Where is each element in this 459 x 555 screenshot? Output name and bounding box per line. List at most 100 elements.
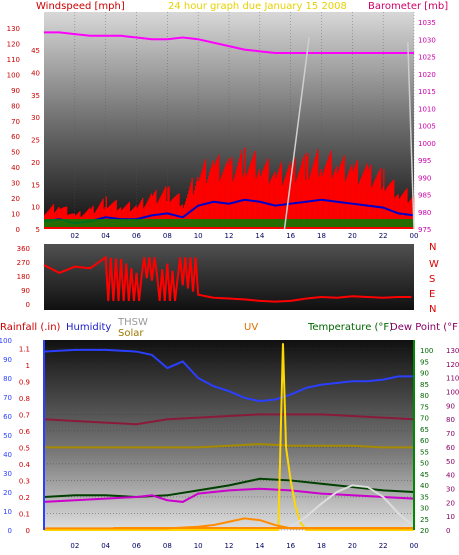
wind-bar [99, 204, 101, 229]
wind-bar [255, 178, 257, 229]
wind-bar [339, 166, 341, 229]
barometer-label: Barometer [mb] [368, 1, 448, 12]
series-temperature [43, 477, 415, 498]
wind-bar [178, 193, 180, 229]
wind-direction-line [43, 255, 412, 303]
top-x-tick: 00 [410, 232, 419, 240]
temp-tick: 65 [420, 426, 429, 434]
wind-bar [156, 203, 158, 229]
temp-tick: 80 [420, 392, 429, 400]
wind-tick-outer: 60 [11, 133, 20, 141]
wind-tick-outer: 0 [16, 226, 20, 234]
wind-tick-outer: 80 [11, 102, 20, 110]
baro-tick: 975 [418, 226, 431, 234]
bottom-x-tick: 04 [101, 542, 110, 550]
dew-tick: 100 [446, 389, 459, 397]
rain-tick: 0.8 [19, 395, 30, 403]
wind-bar [308, 178, 310, 229]
rain-tick: 0.6 [19, 428, 31, 436]
dew-tick: 40 [446, 472, 455, 480]
wind-tick-inner: 35 [31, 92, 40, 100]
bottom-x-tick: 12 [225, 542, 234, 550]
wind-tick-inner: 30 [31, 114, 40, 122]
top-x-tick: 22 [379, 232, 388, 240]
wind-bar [205, 182, 208, 229]
top-x-tick: 18 [317, 232, 326, 240]
top-x-tick: 20 [348, 232, 357, 240]
dir-tick: 0 [26, 301, 30, 309]
top-x-tick: 12 [225, 232, 234, 240]
wind-tick-inner: 5 [36, 226, 40, 234]
wind-bar [211, 164, 213, 229]
wind-bar [267, 158, 269, 229]
wind-bar [164, 188, 166, 229]
wind-bar [361, 176, 363, 229]
wind-bar [374, 179, 376, 229]
wind-bar [279, 165, 281, 229]
wind-bar [362, 173, 364, 229]
wind-bar [126, 204, 128, 229]
wind-bar [227, 158, 230, 229]
wind-bar [176, 195, 178, 229]
wind-bar [236, 166, 239, 229]
wind-bar [213, 166, 215, 229]
wind-bar [224, 166, 226, 229]
wind-bar [190, 182, 192, 229]
wind-bar [276, 174, 278, 229]
dew-tick: 110 [446, 375, 459, 383]
humidity-tick: 20 [3, 489, 12, 497]
wind-bar [92, 205, 94, 229]
baro-tick: 1020 [418, 71, 436, 79]
wind-bar [51, 205, 54, 229]
wind-bar [125, 205, 127, 229]
wind-bar [151, 195, 154, 229]
dew-tick: 90 [446, 402, 455, 410]
dew-tick: 30 [446, 485, 455, 493]
humidity-tick: 90 [3, 356, 12, 364]
wind-bar [330, 150, 332, 229]
wind-bar [149, 195, 152, 229]
wind-bar [407, 202, 409, 229]
wind-bar [112, 202, 114, 229]
wind-bar [298, 171, 300, 229]
wind-bar [202, 166, 204, 229]
bottom-x-tick: 20 [348, 542, 357, 550]
wind-bar [271, 176, 274, 229]
bottom-x-tick: 16 [286, 542, 295, 550]
wind-bar [347, 172, 350, 229]
temp-tick: 100 [420, 347, 433, 355]
wind-bar [251, 160, 253, 229]
bottom-x-tick: 22 [379, 542, 388, 550]
baro-tick: 1025 [418, 54, 436, 62]
wind-bar [292, 160, 295, 229]
wind-bar [199, 177, 201, 229]
humidity-tick: 60 [3, 413, 12, 421]
rain-tick: 0.3 [19, 477, 30, 485]
compass-w: W [429, 259, 439, 270]
temp-tick: 60 [420, 437, 429, 445]
wind-bar [328, 156, 330, 229]
wind-bar [58, 206, 60, 229]
wind-bar [161, 192, 164, 229]
rain-tick: 1 [26, 362, 30, 370]
temp-tick: 20 [420, 527, 429, 535]
rain-tick: 0.5 [19, 444, 30, 452]
wind-bar [356, 159, 359, 229]
wind-tick-outer: 30 [11, 180, 20, 188]
wind-bar [341, 161, 343, 229]
wind-bar [162, 190, 165, 229]
wind-bar [351, 164, 353, 229]
wind-bar [63, 207, 66, 229]
wind-bar [252, 157, 254, 229]
wind-bar [61, 207, 63, 229]
solar-label: Solar [118, 328, 144, 339]
wind-bar [349, 169, 351, 229]
wind-bar [169, 201, 171, 229]
wind-bar [128, 201, 131, 229]
wind-bar [88, 208, 90, 229]
wind-bar [387, 185, 389, 229]
humidity-label: Humidity [66, 322, 111, 333]
rain-tick: 0.1 [19, 510, 30, 518]
dir-tick: 90 [21, 287, 30, 295]
wind-bar [405, 189, 407, 229]
